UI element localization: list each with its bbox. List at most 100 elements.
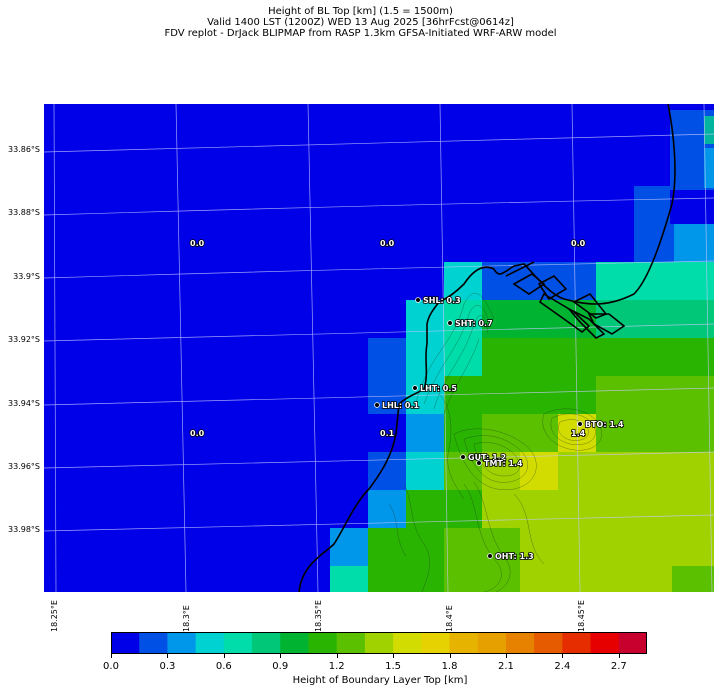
field-cell xyxy=(444,528,520,592)
colorbar-segment xyxy=(167,632,197,654)
colorbar-segment xyxy=(195,632,225,654)
grid-value: 0.0 xyxy=(190,429,205,438)
field-cell xyxy=(368,338,406,414)
station-label: OHT: 1.3 xyxy=(495,552,534,561)
field-cell xyxy=(368,452,406,490)
terrain-contour xyxy=(473,481,511,592)
colorbar-segment xyxy=(449,632,479,654)
colorbar-segment xyxy=(308,632,338,654)
station-label: GUT: 1.2 xyxy=(468,453,506,462)
lat-label: 33.96°S xyxy=(8,462,40,471)
colorbar-tick xyxy=(167,654,169,658)
colorbar-segment xyxy=(336,632,366,654)
colorbar-tick xyxy=(393,654,395,658)
colorbar-segment xyxy=(393,632,422,654)
field-cell xyxy=(406,414,444,452)
graticule-line xyxy=(175,104,187,592)
colorbar-segment xyxy=(618,632,647,654)
graticule-line xyxy=(44,260,714,279)
colorbar-tick-label: 2.7 xyxy=(610,661,627,672)
colorbar-segment xyxy=(562,632,592,654)
coastline xyxy=(298,104,676,592)
field-cell xyxy=(368,490,406,528)
colorbar-segment xyxy=(252,632,281,654)
lon-label: 18.25°E xyxy=(50,600,59,632)
field-cell xyxy=(444,300,482,376)
colorbar-segment xyxy=(139,632,168,654)
field-cell xyxy=(704,116,714,144)
colorbar-segment xyxy=(280,632,309,654)
station-label: LHL: 0.1 xyxy=(382,401,419,410)
colorbar-tick-label: 0.6 xyxy=(215,661,232,672)
field-cell xyxy=(330,528,368,566)
lat-label: 33.88°S xyxy=(8,208,40,217)
field-cell xyxy=(674,224,714,262)
colorbar-tick-label: 1.2 xyxy=(328,661,345,672)
station-dot xyxy=(577,421,583,427)
colorbar-tick xyxy=(562,654,564,658)
field-cell xyxy=(368,566,444,592)
colorbar-label: Height of Boundary Layer Top [km] xyxy=(292,675,468,686)
graticule-line xyxy=(53,104,57,592)
station-dot xyxy=(487,553,493,559)
graticule-line xyxy=(439,104,449,592)
terrain-contour xyxy=(443,338,480,415)
lat-label: 33.86°S xyxy=(8,145,40,154)
harbour-pier xyxy=(512,273,546,295)
map-title: Height of BL Top [km] (1.5 = 1500m) xyxy=(268,6,453,17)
station-dot xyxy=(460,454,466,460)
grid-value: 1.4 xyxy=(571,429,586,438)
station-dot xyxy=(412,385,418,391)
terrain-contour xyxy=(388,503,407,557)
colorbar-tick xyxy=(449,654,451,658)
lon-label: 18.45°E xyxy=(577,600,586,632)
lon-label: 18.4°E xyxy=(445,605,454,632)
graticule-line xyxy=(44,387,714,406)
colorbar-segment xyxy=(505,632,535,654)
colorbar-tick xyxy=(280,654,282,658)
colorbar-tick-label: 2.1 xyxy=(497,661,514,672)
graticule-line xyxy=(703,104,713,592)
lat-label: 33.98°S xyxy=(8,525,40,534)
lat-label: 33.9°S xyxy=(13,272,40,281)
colorbar-tick xyxy=(505,654,507,658)
lat-label: 33.92°S xyxy=(8,335,40,344)
field-cell xyxy=(596,376,714,414)
field-cell xyxy=(444,262,482,300)
station-label: SHT: 0.7 xyxy=(455,319,493,328)
station-dot xyxy=(476,460,482,466)
colorbar-tick-label: 2.4 xyxy=(554,661,571,672)
field-cell xyxy=(596,262,714,300)
field-cell xyxy=(482,338,714,376)
colorbar-tick xyxy=(336,654,338,658)
station-label: SHL: 0.3 xyxy=(423,296,461,305)
field-cell xyxy=(634,186,670,224)
graticule-line xyxy=(44,197,714,216)
colorbar-frame xyxy=(111,632,647,654)
harbour-pier xyxy=(537,275,568,301)
field-cell xyxy=(672,566,714,592)
colorbar-segment xyxy=(590,632,620,654)
colorbar xyxy=(111,632,647,654)
field-cell xyxy=(330,566,368,592)
terrain-contour xyxy=(513,493,545,565)
graticule-line xyxy=(571,104,581,592)
station-label: BTO: 1.4 xyxy=(585,420,624,429)
grid-value: 0.0 xyxy=(571,239,586,248)
colorbar-segment xyxy=(364,632,394,654)
station-label: TMT: 1.4 xyxy=(484,459,523,468)
colorbar-tick-label: 1.8 xyxy=(441,661,458,672)
colorbar-tick xyxy=(618,654,620,658)
colorbar-tick-label: 0.0 xyxy=(103,661,119,672)
field-cell xyxy=(520,528,558,592)
colorbar-tick xyxy=(223,654,225,658)
station-dot xyxy=(374,402,380,408)
map-source: FDV replot - DrJack BLIPMAP from RASP 1.… xyxy=(164,28,557,39)
lon-label: 18.35°E xyxy=(314,600,323,632)
colorbar-tick-label: 0.9 xyxy=(272,661,289,672)
grid-value: 0.0 xyxy=(190,239,205,248)
colorbar-segment xyxy=(421,632,451,654)
terrain-contour xyxy=(438,393,465,500)
terrain-contour xyxy=(463,435,528,483)
